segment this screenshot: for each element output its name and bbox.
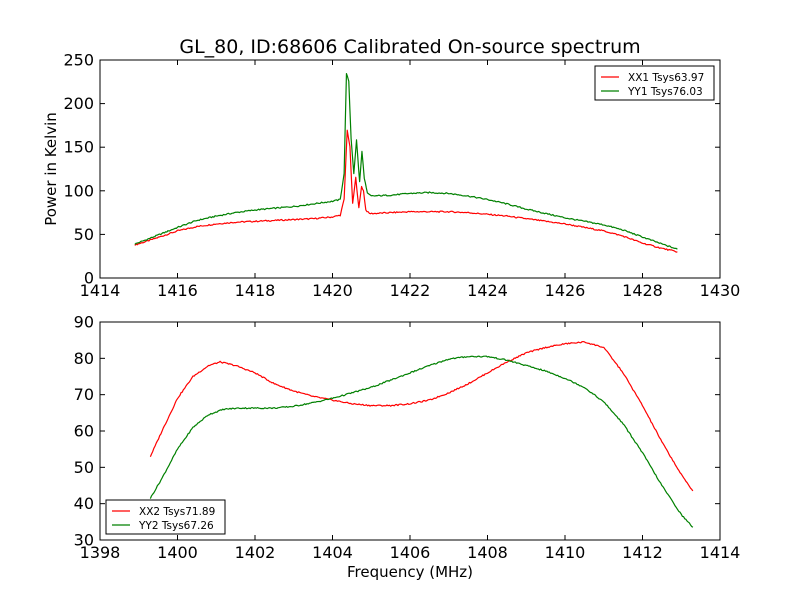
top-x-tick-label: 1426 [545,281,586,300]
top-x-tick-label: 1422 [390,281,431,300]
top-legend-box [594,65,715,101]
bottom-x-tick-label: 1410 [545,543,586,562]
bottom-y-tick-label: 50 [74,458,94,477]
top-series-line-2 [134,72,678,250]
bottom-x-tick-label: 1408 [467,543,508,562]
top-tick-layer: 1414 1416 1418 1420 1422 1424 1426 1428 1430 0 50 1… [63,51,740,301]
bottom-series-layer [149,340,694,528]
bottom-legend: XX2 Tsys71.89 YY2 Tsys67.26 [105,499,226,535]
top-y-tick-label: 100 [63,181,94,200]
bottom-x-tick-label: 1414 [700,543,741,562]
bottom-y-tick-label: 80 [74,349,94,368]
top-y-tick-label: 200 [63,94,94,113]
top-x-tick-label: 1414 [80,281,121,300]
bottom-x-tick-label: 1412 [622,543,663,562]
bottom-tick-layer: 1398 1400 1402 1404 1406 1408 1410 1412 1414 30 40… [74,313,741,563]
bottom-legend-box [105,499,226,535]
top-x-tick-label: 1430 [700,281,741,300]
top-x-tick-label: 1416 [157,281,198,300]
bottom-legend-label-1: XX2 Tsys71.89 [139,506,215,518]
figure-title: GL_80, ID:68606 Calibrated On-source spe… [179,36,640,58]
top-series-layer [134,72,678,253]
bottom-y-tick-label: 90 [74,313,94,332]
top-series-line-1 [134,129,678,253]
bottom-x-axis-label: Frequency (MHz) [347,563,473,581]
bottom-y-tick-label: 30 [74,531,94,550]
bottom-series-line-1 [149,340,694,492]
bottom-x-tick-label: 1402 [235,543,276,562]
bottom-y-tick-label: 40 [74,494,94,513]
bottom-series-line-2 [149,355,694,528]
top-x-tick-label: 1428 [622,281,663,300]
bottom-y-tick-label: 70 [74,385,94,404]
bottom-legend-label-2: YY2 Tsys67.26 [138,520,214,532]
bottom-x-tick-label: 1404 [312,543,353,562]
top-x-tick-label: 1420 [312,281,353,300]
top-y-tick-label: 0 [84,269,94,288]
bottom-x-tick-label: 1398 [80,543,121,562]
bottom-x-tick-label: 1406 [390,543,431,562]
bottom-spectrum-panel: 1398 1400 1402 1404 1406 1408 1410 1412 1414 30 40… [74,313,741,582]
top-x-tick-label: 1424 [467,281,508,300]
top-y-tick-label: 150 [63,138,94,157]
top-y-tick-label: 250 [63,51,94,70]
top-spectrum-panel: 1414 1416 1418 1420 1422 1424 1426 1428 1430 0 50 1… [42,51,740,301]
bottom-y-tick-label: 60 [74,422,94,441]
top-legend-label-2: YY1 Tsys76.03 [627,86,703,98]
top-y-axis-label: Power in Kelvin [42,112,60,226]
top-y-tick-label: 50 [74,225,94,244]
top-x-tick-label: 1418 [235,281,276,300]
bottom-x-tick-label: 1400 [157,543,198,562]
top-legend: XX1 Tsys63.97 YY1 Tsys76.03 [594,65,715,101]
top-legend-label-1: XX1 Tsys63.97 [628,72,704,84]
